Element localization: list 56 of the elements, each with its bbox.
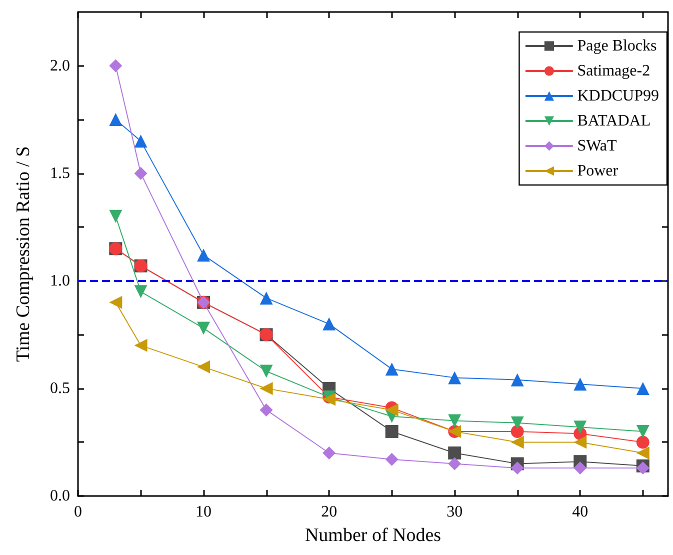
point — [510, 436, 524, 449]
legend-label: Power — [577, 162, 619, 180]
point — [636, 436, 650, 449]
point — [448, 457, 462, 470]
point — [197, 360, 210, 374]
point — [574, 436, 587, 449]
point — [385, 362, 398, 376]
y-tick-label: 2.0 — [50, 57, 70, 74]
point — [134, 134, 148, 148]
point — [197, 322, 210, 335]
point — [134, 338, 148, 352]
point — [134, 285, 148, 298]
point — [636, 446, 650, 460]
point — [109, 59, 122, 72]
y-tick-label: 1.5 — [50, 164, 70, 182]
legend-label: BATADAL — [577, 112, 651, 130]
point — [636, 382, 650, 395]
y-axis-title: Time Compression Ratio / S — [13, 146, 34, 362]
point — [109, 210, 122, 223]
legend-label: SWaT — [577, 138, 618, 154]
point — [636, 424, 650, 438]
point — [510, 373, 524, 386]
point — [448, 371, 462, 384]
point — [574, 378, 587, 391]
legend-label: KDDCUP99 — [577, 88, 660, 104]
y-tick-label: 1.0 — [50, 272, 70, 290]
x-tick-label: 0 — [74, 504, 82, 520]
point — [636, 462, 650, 475]
point — [574, 420, 587, 434]
point — [322, 317, 336, 330]
point — [260, 364, 273, 378]
point — [260, 403, 273, 416]
point — [448, 414, 462, 428]
point — [510, 462, 524, 475]
point — [510, 416, 524, 430]
point — [109, 113, 122, 126]
point — [109, 296, 122, 309]
point — [197, 248, 210, 262]
x-axis-title: Number of Nodes — [304, 525, 442, 546]
point — [385, 424, 398, 438]
legend-label: Page Blocks — [577, 38, 657, 54]
point — [260, 382, 273, 395]
x-tick-label: 20 — [321, 504, 338, 520]
x-tick-label: 40 — [572, 504, 588, 520]
point — [574, 462, 587, 475]
point — [134, 166, 148, 180]
point — [385, 452, 398, 466]
legend-label: Satimage-2 — [577, 62, 650, 80]
x-tick-label: 10 — [196, 504, 212, 520]
y-tick-label: 0.0 — [50, 488, 70, 504]
point — [322, 446, 336, 460]
point — [448, 446, 462, 460]
y-tick-label: 0.5 — [50, 380, 70, 397]
point — [510, 424, 524, 438]
point — [260, 292, 273, 305]
x-tick-label: 30 — [446, 504, 463, 520]
